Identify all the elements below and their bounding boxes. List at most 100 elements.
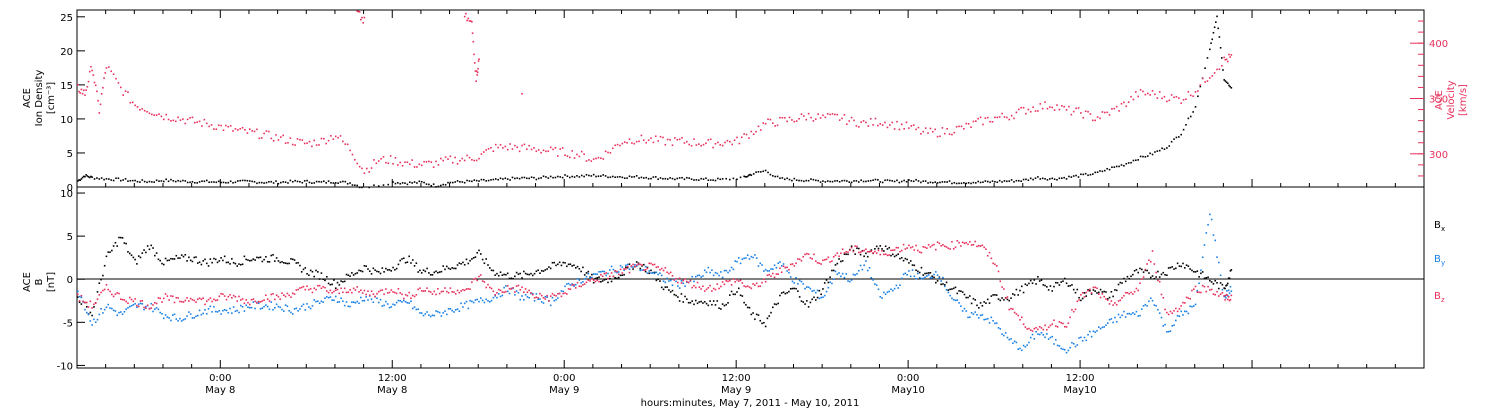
field-point — [854, 253, 856, 255]
plasma-point — [435, 186, 437, 188]
field-point — [954, 246, 957, 249]
field-point — [374, 269, 376, 271]
field-point — [109, 290, 111, 293]
field-point — [1142, 305, 1145, 307]
field-point — [1124, 291, 1127, 294]
field-point — [476, 298, 479, 301]
field-point — [850, 279, 853, 281]
field-point — [825, 279, 828, 281]
field-point — [240, 304, 242, 307]
plasma-point — [996, 181, 999, 184]
plasma-point — [709, 138, 712, 141]
field-point — [327, 282, 330, 285]
plasma-point — [342, 140, 344, 143]
field-point — [881, 248, 883, 250]
field-point — [1074, 345, 1077, 348]
field-point — [363, 264, 366, 267]
field-point — [334, 289, 337, 292]
plasma-point — [767, 118, 769, 121]
field-point — [573, 285, 575, 288]
field-point — [711, 303, 713, 306]
field-point — [562, 290, 565, 293]
field-point — [1004, 297, 1007, 299]
field-point — [669, 271, 672, 274]
field-point — [743, 301, 745, 304]
field-point — [1001, 297, 1003, 299]
plasma-point — [182, 179, 184, 182]
field-point — [759, 319, 762, 322]
field-point — [892, 253, 894, 256]
plasma-point — [712, 146, 714, 149]
plasma-point — [666, 178, 669, 180]
plasma-point — [189, 117, 191, 119]
field-point — [1026, 284, 1028, 287]
plasma-point — [87, 80, 90, 83]
field-point — [530, 292, 532, 294]
field-point — [709, 284, 711, 287]
field-point — [1133, 269, 1136, 272]
field-point — [1149, 276, 1152, 279]
field-point — [562, 292, 565, 295]
plasma-point — [459, 181, 461, 183]
field-point — [223, 309, 226, 311]
plasma-point — [886, 126, 889, 129]
field-point — [723, 283, 726, 286]
plasma-point — [368, 186, 370, 189]
field-point — [1067, 349, 1070, 352]
plasma-point — [129, 101, 132, 104]
plasma-point — [356, 162, 359, 165]
field-point — [166, 259, 169, 262]
field-point — [119, 298, 122, 300]
plasma-point — [891, 180, 894, 182]
field-point — [367, 290, 369, 293]
field-point — [551, 296, 554, 299]
field-point — [1042, 284, 1045, 286]
field-point — [1192, 305, 1195, 307]
field-point — [368, 270, 371, 273]
field-point — [515, 290, 518, 292]
field-point — [603, 272, 606, 275]
field-point — [143, 308, 145, 311]
field-point — [248, 303, 251, 306]
field-point — [1203, 277, 1206, 280]
plasma-point — [721, 144, 724, 147]
plasma-point — [1082, 116, 1085, 119]
field-point — [632, 263, 634, 266]
field-point — [198, 297, 201, 300]
field-point — [866, 251, 869, 253]
plasma-point — [1037, 110, 1039, 112]
plasma-point — [442, 159, 445, 162]
field-point — [325, 295, 328, 298]
plasma-point — [411, 182, 413, 184]
field-point — [472, 278, 475, 281]
plasma-point — [1039, 178, 1042, 180]
field-point — [437, 310, 439, 313]
plasma-point — [943, 181, 946, 183]
field-point — [859, 264, 862, 267]
field-point — [248, 259, 251, 262]
plasma-point — [1044, 101, 1046, 103]
field-point — [322, 285, 324, 288]
field-point — [297, 261, 299, 264]
field-point — [623, 268, 625, 270]
plasma-point — [217, 124, 220, 126]
field-point — [557, 263, 559, 266]
field-point — [809, 257, 812, 259]
plasma-point — [967, 123, 970, 125]
field-point — [1189, 297, 1191, 300]
plasma-point — [174, 180, 177, 183]
field-point — [342, 300, 344, 303]
field-point — [381, 267, 384, 269]
field-point — [789, 276, 792, 278]
field-point — [467, 307, 470, 310]
field-point — [1053, 319, 1055, 322]
plasma-point — [1053, 109, 1056, 111]
field-point — [103, 308, 106, 311]
field-point — [291, 313, 294, 315]
field-point — [116, 245, 119, 247]
plasma-point — [78, 90, 80, 93]
plasma-point — [626, 141, 628, 144]
plasma-point — [244, 128, 246, 131]
plasma-point — [590, 175, 593, 177]
field-point — [351, 301, 353, 304]
